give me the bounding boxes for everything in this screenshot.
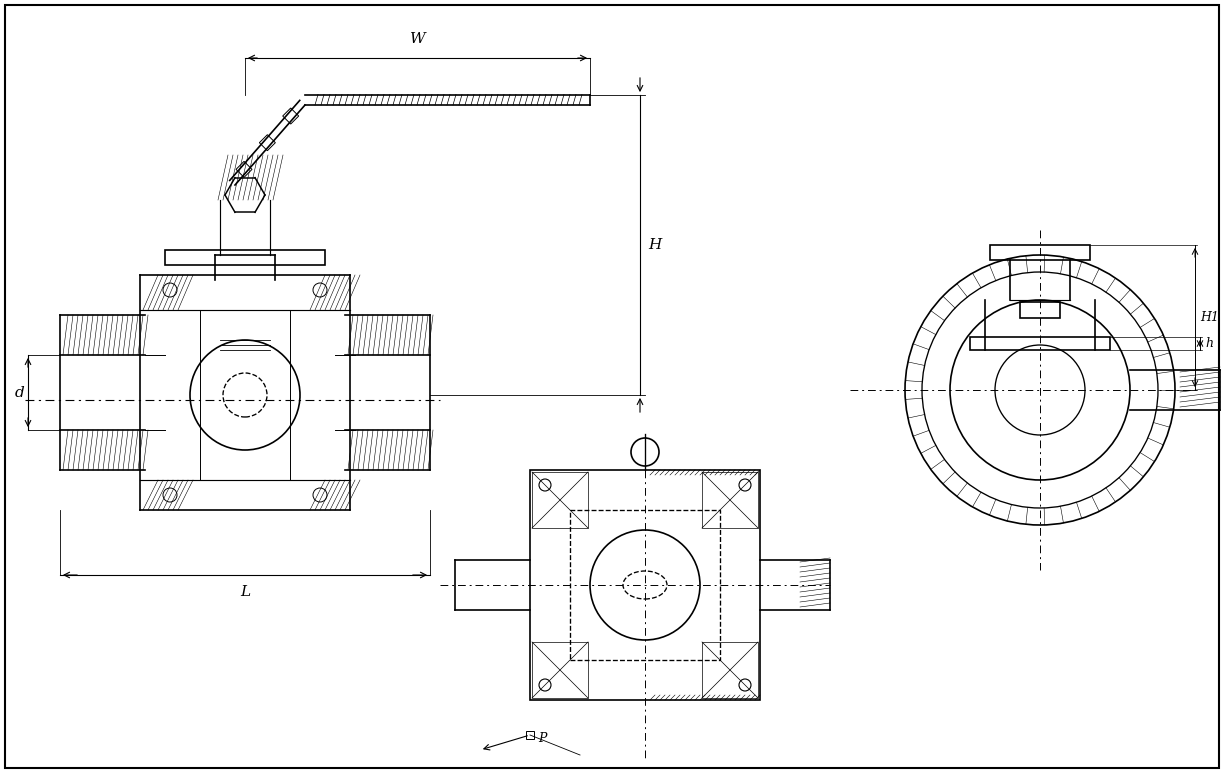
Text: L: L	[240, 585, 250, 599]
Bar	[969, 337, 1110, 350]
Text: h: h	[1204, 337, 1213, 350]
Text: H1: H1	[1200, 311, 1219, 324]
Bar	[532, 642, 588, 698]
Bar	[703, 642, 758, 698]
Bar	[1020, 302, 1060, 318]
Text: P: P	[539, 733, 546, 745]
Bar	[165, 250, 326, 265]
Bar	[526, 731, 534, 739]
Bar	[530, 470, 760, 700]
Bar	[570, 510, 720, 660]
Bar	[990, 245, 1091, 260]
Text: H: H	[647, 238, 661, 252]
Bar	[703, 472, 758, 528]
Text: d: d	[15, 386, 24, 400]
Text: W: W	[410, 32, 425, 46]
Bar	[532, 472, 588, 528]
